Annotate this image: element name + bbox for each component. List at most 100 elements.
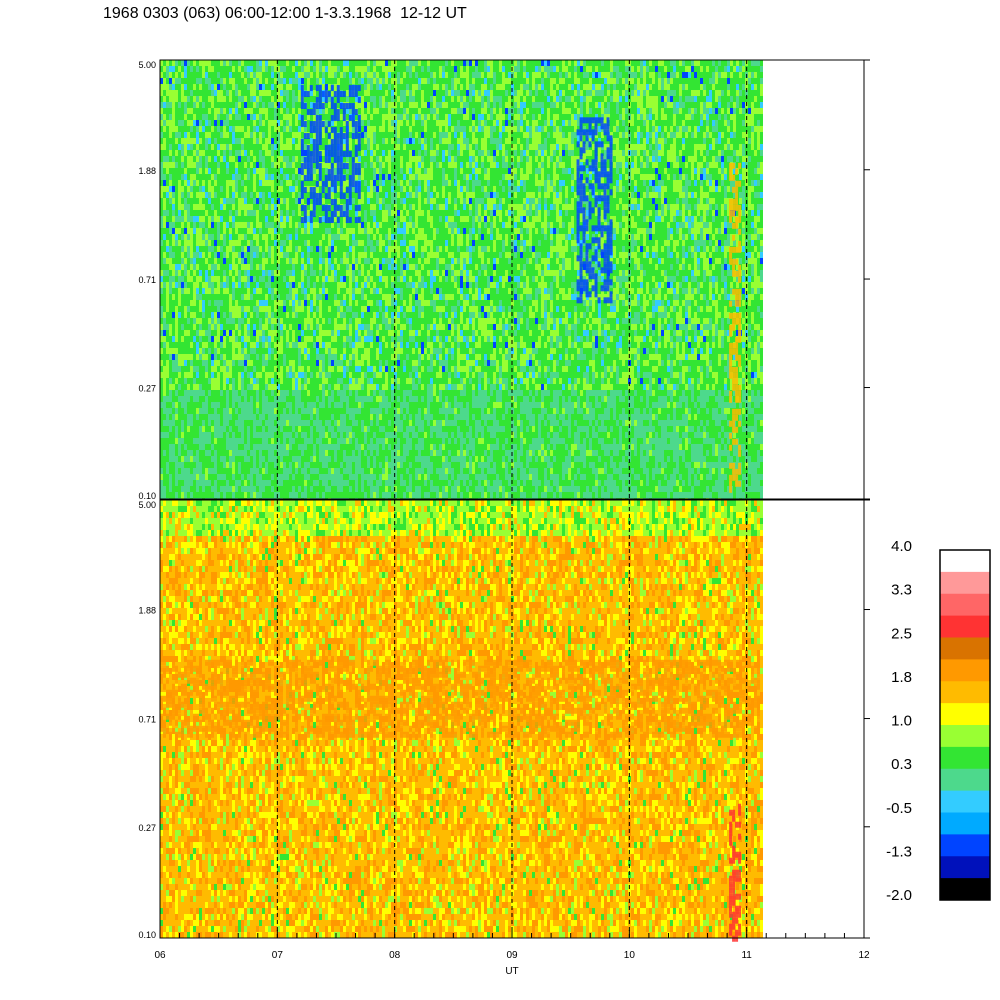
heatmap-cell xyxy=(232,378,235,384)
heatmap-cell xyxy=(184,402,187,408)
heatmap-cell xyxy=(319,234,322,240)
heatmap-cell xyxy=(241,90,244,96)
heatmap-cell xyxy=(205,486,208,492)
heatmap-cell xyxy=(250,246,253,252)
heatmap-cell xyxy=(292,144,295,150)
heatmap-cell xyxy=(205,288,208,294)
heatmap-cell xyxy=(250,456,253,462)
heatmap-cell xyxy=(343,372,346,378)
heatmap-cell xyxy=(268,366,271,372)
heatmap-cell xyxy=(313,336,316,342)
heatmap-cell xyxy=(262,420,265,426)
heatmap-cell xyxy=(163,354,166,360)
heatmap-cell xyxy=(322,276,325,282)
heatmap-cell xyxy=(244,294,247,300)
heatmap-cell xyxy=(313,252,316,258)
heatmap-cell xyxy=(298,144,301,150)
heatmap-cell xyxy=(328,60,331,66)
heatmap-cell xyxy=(205,450,208,456)
heatmap-cell xyxy=(196,288,199,294)
heatmap-cell xyxy=(211,102,214,108)
heatmap-cell xyxy=(211,414,214,420)
heatmap-cell xyxy=(328,384,331,390)
heatmap-cell xyxy=(256,84,259,90)
heatmap-cell xyxy=(346,234,349,240)
heatmap-cell xyxy=(202,246,205,252)
heatmap-cell xyxy=(301,246,304,252)
heatmap-cell xyxy=(313,282,316,288)
heatmap-cell xyxy=(166,420,169,426)
heatmap-cell xyxy=(166,408,169,414)
heatmap-cell xyxy=(283,462,286,468)
heatmap-cell xyxy=(244,222,247,228)
heatmap-cell xyxy=(343,462,346,468)
heatmap-cell xyxy=(223,432,226,438)
heatmap-cell xyxy=(307,384,310,390)
heatmap-cell xyxy=(286,486,289,492)
heatmap-cell xyxy=(178,234,181,240)
heatmap-cell xyxy=(211,192,214,198)
heatmap-cell xyxy=(271,120,274,126)
heatmap-cell xyxy=(190,426,193,432)
heatmap-cell xyxy=(229,168,232,174)
heatmap-cell xyxy=(325,426,328,432)
heatmap-cell xyxy=(223,210,226,216)
heatmap-cell xyxy=(247,234,250,240)
heatmap-cell xyxy=(217,396,220,402)
heatmap-cell xyxy=(250,432,253,438)
heatmap-cell xyxy=(247,450,250,456)
heatmap-cell xyxy=(346,360,349,366)
heatmap-cell xyxy=(172,330,175,336)
heatmap-cell xyxy=(274,336,277,342)
heatmap-cell xyxy=(175,294,178,300)
heatmap-cell xyxy=(331,246,334,252)
heatmap-cell xyxy=(283,126,286,132)
heatmap-cell xyxy=(226,366,229,372)
heatmap-cell xyxy=(274,312,277,318)
heatmap-cell xyxy=(190,456,193,462)
heatmap-cell xyxy=(241,168,244,174)
heatmap-cell xyxy=(298,120,301,126)
heatmap-cell xyxy=(178,378,181,384)
heatmap-cell xyxy=(334,270,337,276)
heatmap-cell xyxy=(337,186,340,192)
heatmap-cell xyxy=(352,378,355,384)
heatmap-cell xyxy=(268,222,271,228)
heatmap-cell xyxy=(292,138,295,144)
heatmap-cell xyxy=(205,390,208,396)
heatmap-cell xyxy=(358,312,361,318)
heatmap-cell xyxy=(190,192,193,198)
heatmap-cell xyxy=(331,288,334,294)
heatmap-cell xyxy=(250,174,253,180)
heatmap-cell xyxy=(265,276,268,282)
heatmap-cell xyxy=(361,204,364,210)
heatmap-cell xyxy=(262,108,265,114)
heatmap-cell xyxy=(304,276,307,282)
heatmap-cell xyxy=(232,360,235,366)
heatmap-cell xyxy=(355,300,358,306)
heatmap-cell xyxy=(190,414,193,420)
heatmap-cell xyxy=(187,372,190,378)
heatmap-cell xyxy=(298,162,301,168)
heatmap-cell xyxy=(175,240,178,246)
heatmap-cell xyxy=(340,444,343,450)
heatmap-cell xyxy=(346,306,349,312)
heatmap-cell xyxy=(229,486,232,492)
heatmap-cell xyxy=(250,354,253,360)
heatmap-cell xyxy=(292,60,295,66)
heatmap-cell xyxy=(292,78,295,84)
heatmap-cell xyxy=(187,348,190,354)
heatmap-cell xyxy=(223,186,226,192)
heatmap-cell xyxy=(202,72,205,78)
heatmap-cell xyxy=(301,234,304,240)
heatmap-cell xyxy=(205,240,208,246)
heatmap-cell xyxy=(325,366,328,372)
heatmap-cell xyxy=(208,264,211,270)
heatmap-cell xyxy=(340,294,343,300)
heatmap-cell xyxy=(262,318,265,324)
heatmap-cell xyxy=(253,396,256,402)
heatmap-cell xyxy=(346,492,349,498)
heatmap-cell xyxy=(265,336,268,342)
heatmap-cell xyxy=(346,474,349,480)
heatmap-cell xyxy=(307,480,310,486)
